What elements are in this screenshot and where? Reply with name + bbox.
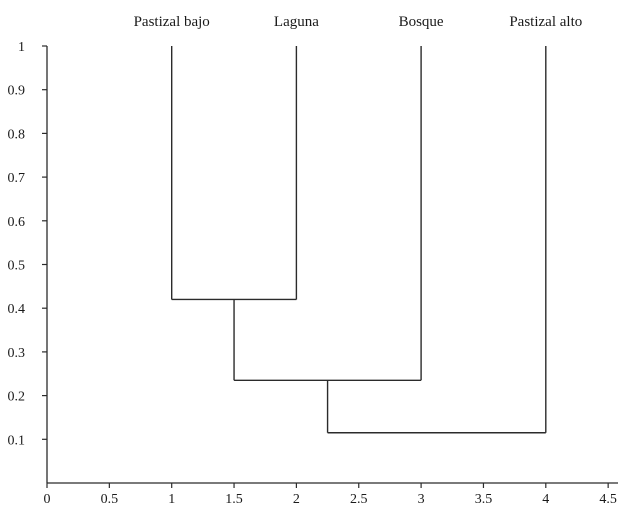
y-tick-label: 1 — [18, 40, 25, 55]
x-tick-label: 0.5 — [101, 492, 119, 507]
axes: 1 0.9 0.8 0.7 0.6 0.5 0.4 0.3 0.2 0.1 0 0.5 1 1.5 2 2.5… — [8, 40, 618, 507]
x-tick-label: 1.5 — [225, 492, 243, 507]
dendrogram-links — [172, 46, 546, 433]
y-tick-label: 0.5 — [8, 259, 26, 274]
leaf-label: Pastizal bajo — [134, 14, 210, 30]
y-tick-label: 0.1 — [8, 433, 26, 448]
y-tick-label: 0.9 — [8, 84, 26, 99]
x-tick-label: 2.5 — [350, 492, 368, 507]
leaf-label: Laguna — [274, 14, 319, 30]
x-tick-label: 4 — [542, 492, 549, 507]
x-tick-label: 4.5 — [599, 492, 617, 507]
x-tick-label: 0 — [44, 492, 51, 507]
leaf-label: Bosque — [399, 14, 444, 30]
y-tick-label: 0.7 — [8, 171, 26, 186]
y-tick-label: 0.3 — [8, 346, 26, 361]
leaf-label: Pastizal alto — [509, 14, 582, 30]
y-tick-label: 0.4 — [8, 302, 26, 317]
x-tick-label: 1 — [168, 492, 175, 507]
y-tick-label: 0.2 — [8, 390, 26, 405]
x-tick-label: 2 — [293, 492, 300, 507]
y-tick-label: 0.8 — [8, 127, 26, 142]
x-tick-label: 3.5 — [475, 492, 493, 507]
y-tick-label: 0.6 — [8, 215, 26, 230]
x-tick-label: 3 — [418, 492, 425, 507]
leaf-labels: Pastizal bajo Laguna Bosque Pastizal alto — [134, 14, 583, 30]
